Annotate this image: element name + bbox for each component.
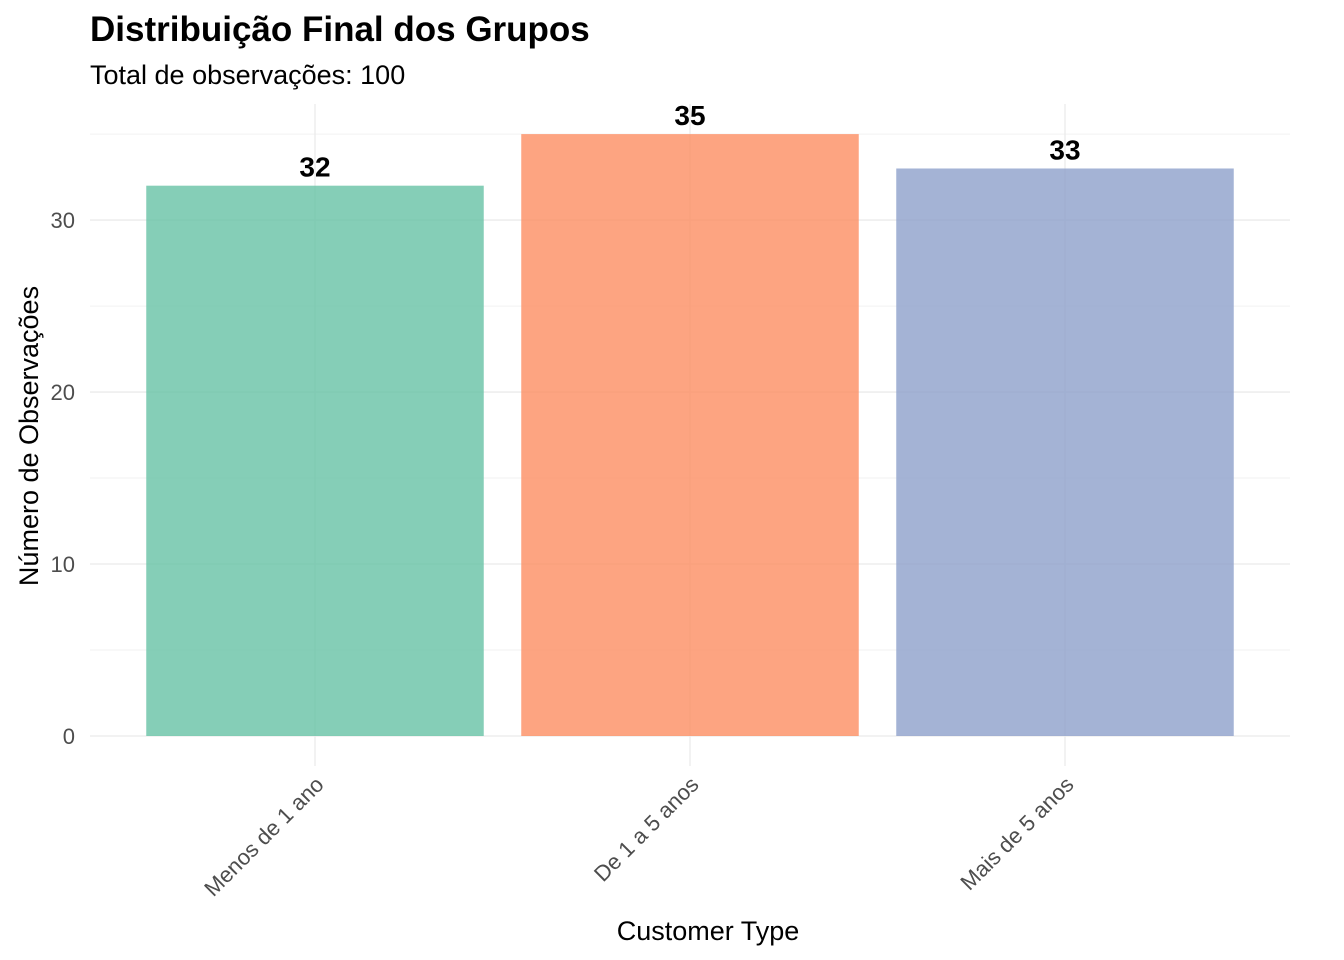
value-label: 32 [299, 152, 330, 183]
y-tick-label: 10 [51, 552, 75, 577]
y-axis-title: Número de Observações [14, 286, 44, 586]
x-tick-label: De 1 a 5 anos [589, 772, 704, 887]
bar [521, 134, 859, 737]
value-labels: 32 35 33 [299, 100, 1080, 183]
value-label: 33 [1049, 134, 1080, 165]
value-label: 35 [674, 100, 705, 131]
chart-subtitle: Total de observações: 100 [90, 60, 406, 90]
y-tick-label: 30 [51, 208, 75, 233]
y-tick-labels: 0 10 20 30 [51, 208, 75, 749]
chart-title: Distribuição Final dos Grupos [90, 10, 590, 49]
bar [146, 185, 484, 736]
x-tick-labels: Menos de 1 ano De 1 a 5 anos Mais de 5 ano… [199, 772, 1078, 901]
y-tick-label: 20 [51, 380, 75, 405]
x-axis-title: Customer Type [617, 916, 800, 946]
x-tick-label: Mais de 5 anos [955, 772, 1078, 895]
x-tick-label: Menos de 1 ano [199, 772, 328, 901]
y-tick-label: 0 [63, 724, 75, 749]
bars [146, 134, 1234, 737]
bar [896, 168, 1234, 736]
